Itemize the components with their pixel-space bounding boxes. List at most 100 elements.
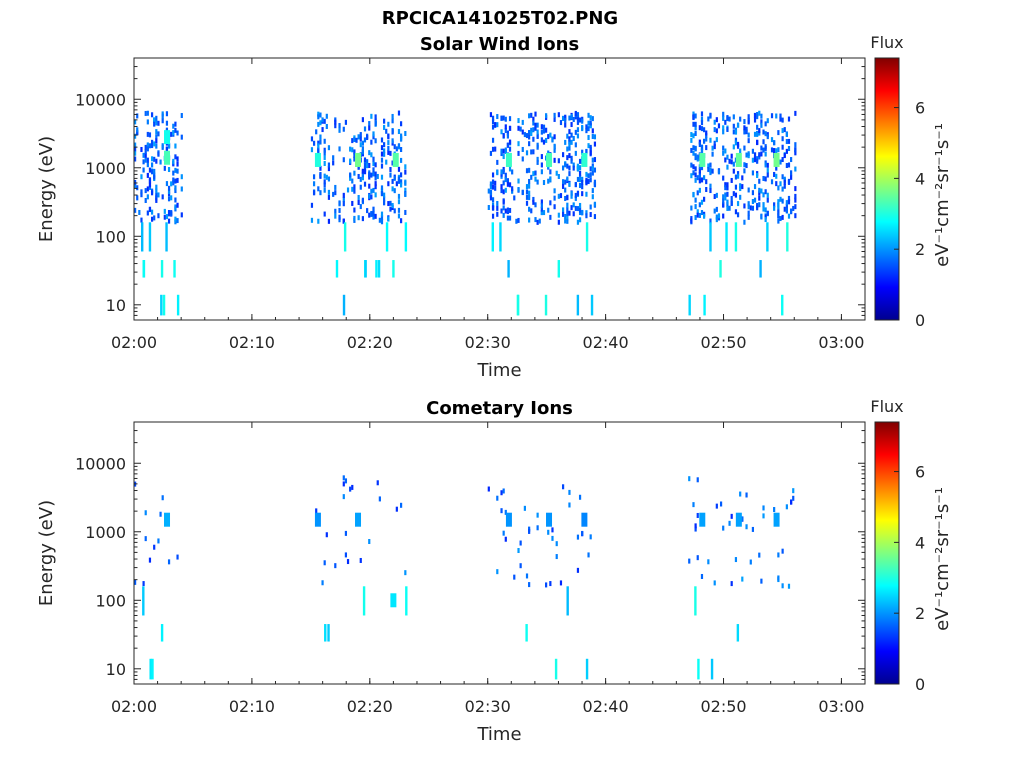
flux-cell: [568, 145, 571, 151]
flux-cell: [570, 205, 573, 211]
flux-cell: [553, 204, 556, 210]
flux-cell: [542, 210, 546, 216]
flux-cell: [180, 174, 183, 180]
flux-cell: [709, 137, 712, 143]
flux-streak: [734, 222, 738, 252]
flux-cell: [591, 116, 594, 122]
flux-cell: [399, 121, 403, 127]
flux-cell: [500, 115, 503, 121]
flux-cell: [500, 208, 503, 214]
flux-cell: [692, 111, 695, 117]
flux-cell: [564, 179, 567, 185]
flux-cell: [549, 581, 552, 587]
flux-cell: [540, 206, 543, 212]
flux-cell: [319, 134, 322, 140]
flux-cell: [581, 126, 584, 132]
flux-cell: [589, 146, 592, 152]
flux-cell: [559, 193, 563, 199]
flux-cell: [703, 138, 706, 144]
flux-cell: [749, 205, 752, 211]
flux-cell: [739, 194, 742, 200]
flux-peak: [392, 152, 399, 167]
flux-cell: [764, 162, 767, 168]
flux-cell: [564, 218, 567, 224]
flux-cell: [387, 181, 390, 187]
flux-cell: [528, 217, 531, 223]
flux-cell: [764, 189, 767, 195]
flux-cell: [342, 481, 345, 487]
flux-cell: [349, 172, 352, 178]
flux-cell: [728, 205, 731, 211]
flux-cell: [148, 557, 152, 563]
flux-cell: [361, 117, 364, 123]
flux-cell: [736, 122, 740, 128]
flux-cell: [591, 133, 594, 139]
flux-cell: [790, 157, 793, 163]
flux-cell: [557, 212, 560, 218]
flux-cell: [542, 128, 546, 134]
flux-cell: [726, 191, 729, 197]
flux-cell: [587, 112, 590, 118]
flux-cell: [741, 516, 744, 522]
flux-cell: [557, 173, 560, 179]
flux-cell: [566, 211, 569, 217]
speckle-cells: [134, 475, 795, 680]
flux-cell: [572, 116, 575, 122]
flux-cell: [587, 179, 590, 185]
colorbar-tick-label: 0: [915, 675, 925, 694]
flux-cell: [150, 216, 154, 222]
flux-cell: [491, 115, 495, 121]
flux-peak: [546, 512, 553, 527]
flux-cell: [146, 172, 149, 178]
flux-cell: [566, 218, 569, 224]
flux-cell: [557, 219, 560, 225]
flux-cell: [724, 119, 727, 125]
flux-cell: [146, 146, 149, 152]
flux-cell: [694, 166, 697, 172]
flux-cell: [342, 157, 345, 163]
flux-cell: [148, 182, 152, 188]
flux-cell: [553, 143, 556, 149]
flux-cell: [342, 192, 345, 198]
flux-cell: [355, 137, 358, 143]
flux-cell: [570, 122, 573, 128]
flux-cell: [726, 205, 729, 211]
flux-cell: [146, 142, 149, 148]
flux-cell: [399, 147, 403, 153]
flux-cell: [722, 150, 725, 156]
flux-cell: [165, 111, 169, 117]
flux-cell: [724, 195, 727, 201]
flux-cell: [391, 113, 394, 119]
flux-cell: [140, 217, 143, 223]
flux-cell: [342, 494, 345, 500]
flux-cell: [713, 119, 716, 125]
flux-streak: [576, 294, 580, 316]
flux-cell: [372, 167, 375, 173]
flux-cell: [745, 163, 748, 169]
flux-cell: [743, 145, 746, 151]
flux-cell: [730, 513, 733, 519]
flux-cell: [506, 142, 510, 148]
flux-cell: [155, 134, 158, 140]
flux-cell: [176, 161, 179, 167]
flux-cell: [587, 134, 590, 140]
flux-cell: [180, 212, 183, 218]
flux-cell: [794, 197, 797, 203]
flux-cell: [696, 477, 699, 483]
flux-cell: [540, 154, 543, 160]
flux-cell: [715, 206, 718, 212]
flux-cell: [146, 162, 149, 168]
flux-peak: [390, 593, 397, 608]
flux-cell: [591, 170, 594, 176]
flux-cell: [561, 152, 565, 158]
flux-cell: [502, 169, 505, 175]
flux-cell: [764, 121, 767, 127]
flux-cell: [589, 115, 592, 121]
flux-cell: [551, 535, 554, 541]
flux-cell: [568, 129, 571, 135]
flux-cell: [161, 194, 164, 200]
flux-cell: [404, 209, 407, 215]
flux-cell: [161, 113, 164, 119]
flux-cell: [515, 218, 518, 224]
